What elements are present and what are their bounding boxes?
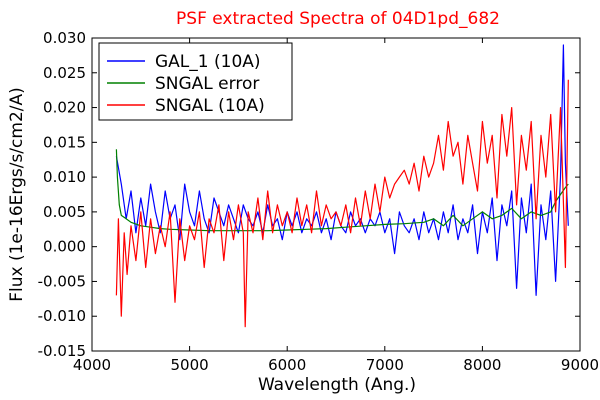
y-tick-label: 0.015 [43, 133, 86, 151]
series-line-2 [115, 149, 569, 232]
plot-border [91, 37, 581, 352]
y-tick-label: 0.025 [43, 64, 86, 82]
y-tick-label: 0.030 [43, 29, 86, 47]
y-tick-label: -0.010 [38, 307, 86, 325]
legend-label: SNGAL error [155, 74, 259, 94]
legend-box [98, 42, 293, 121]
legend-label: GAL_1 (10A) [155, 52, 261, 72]
x-axis-label: Wavelength (Ang.) [258, 375, 416, 395]
x-tick-label: 6000 [268, 356, 306, 374]
series-layer [115, 44, 569, 328]
y-tick-label: 0.020 [43, 99, 86, 117]
plot-frame [91, 37, 581, 352]
x-tick-label: 4000 [73, 356, 111, 374]
y-tick-label: 0.010 [43, 168, 86, 186]
y-tick-label: -0.005 [38, 272, 86, 290]
chart-title: PSF extracted Spectra of 04D1pd_682 [176, 9, 500, 29]
x-axis-ticks: 4000 5000 6000 7000 8000 9000 [73, 38, 599, 374]
x-tick-label: 8000 [463, 356, 501, 374]
y-axis-label: Flux (1e-16Ergs/s/cm2/A) [7, 87, 27, 302]
x-tick-label: 5000 [171, 356, 209, 374]
y-tick-label: 0.000 [43, 238, 86, 256]
y-tick-label: 0.005 [43, 203, 86, 221]
legend-label: SNGAL (10A) [155, 96, 265, 116]
x-tick-label: 7000 [366, 356, 404, 374]
y-tick-label: -0.015 [38, 342, 86, 360]
series-line-1 [115, 44, 569, 296]
y-axis-ticks: -0.015 -0.010 -0.005 0.000 0.005 0.010 0.015 0.… [38, 29, 580, 360]
series-line-3 [115, 79, 569, 328]
x-tick-label: 9000 [561, 356, 599, 374]
